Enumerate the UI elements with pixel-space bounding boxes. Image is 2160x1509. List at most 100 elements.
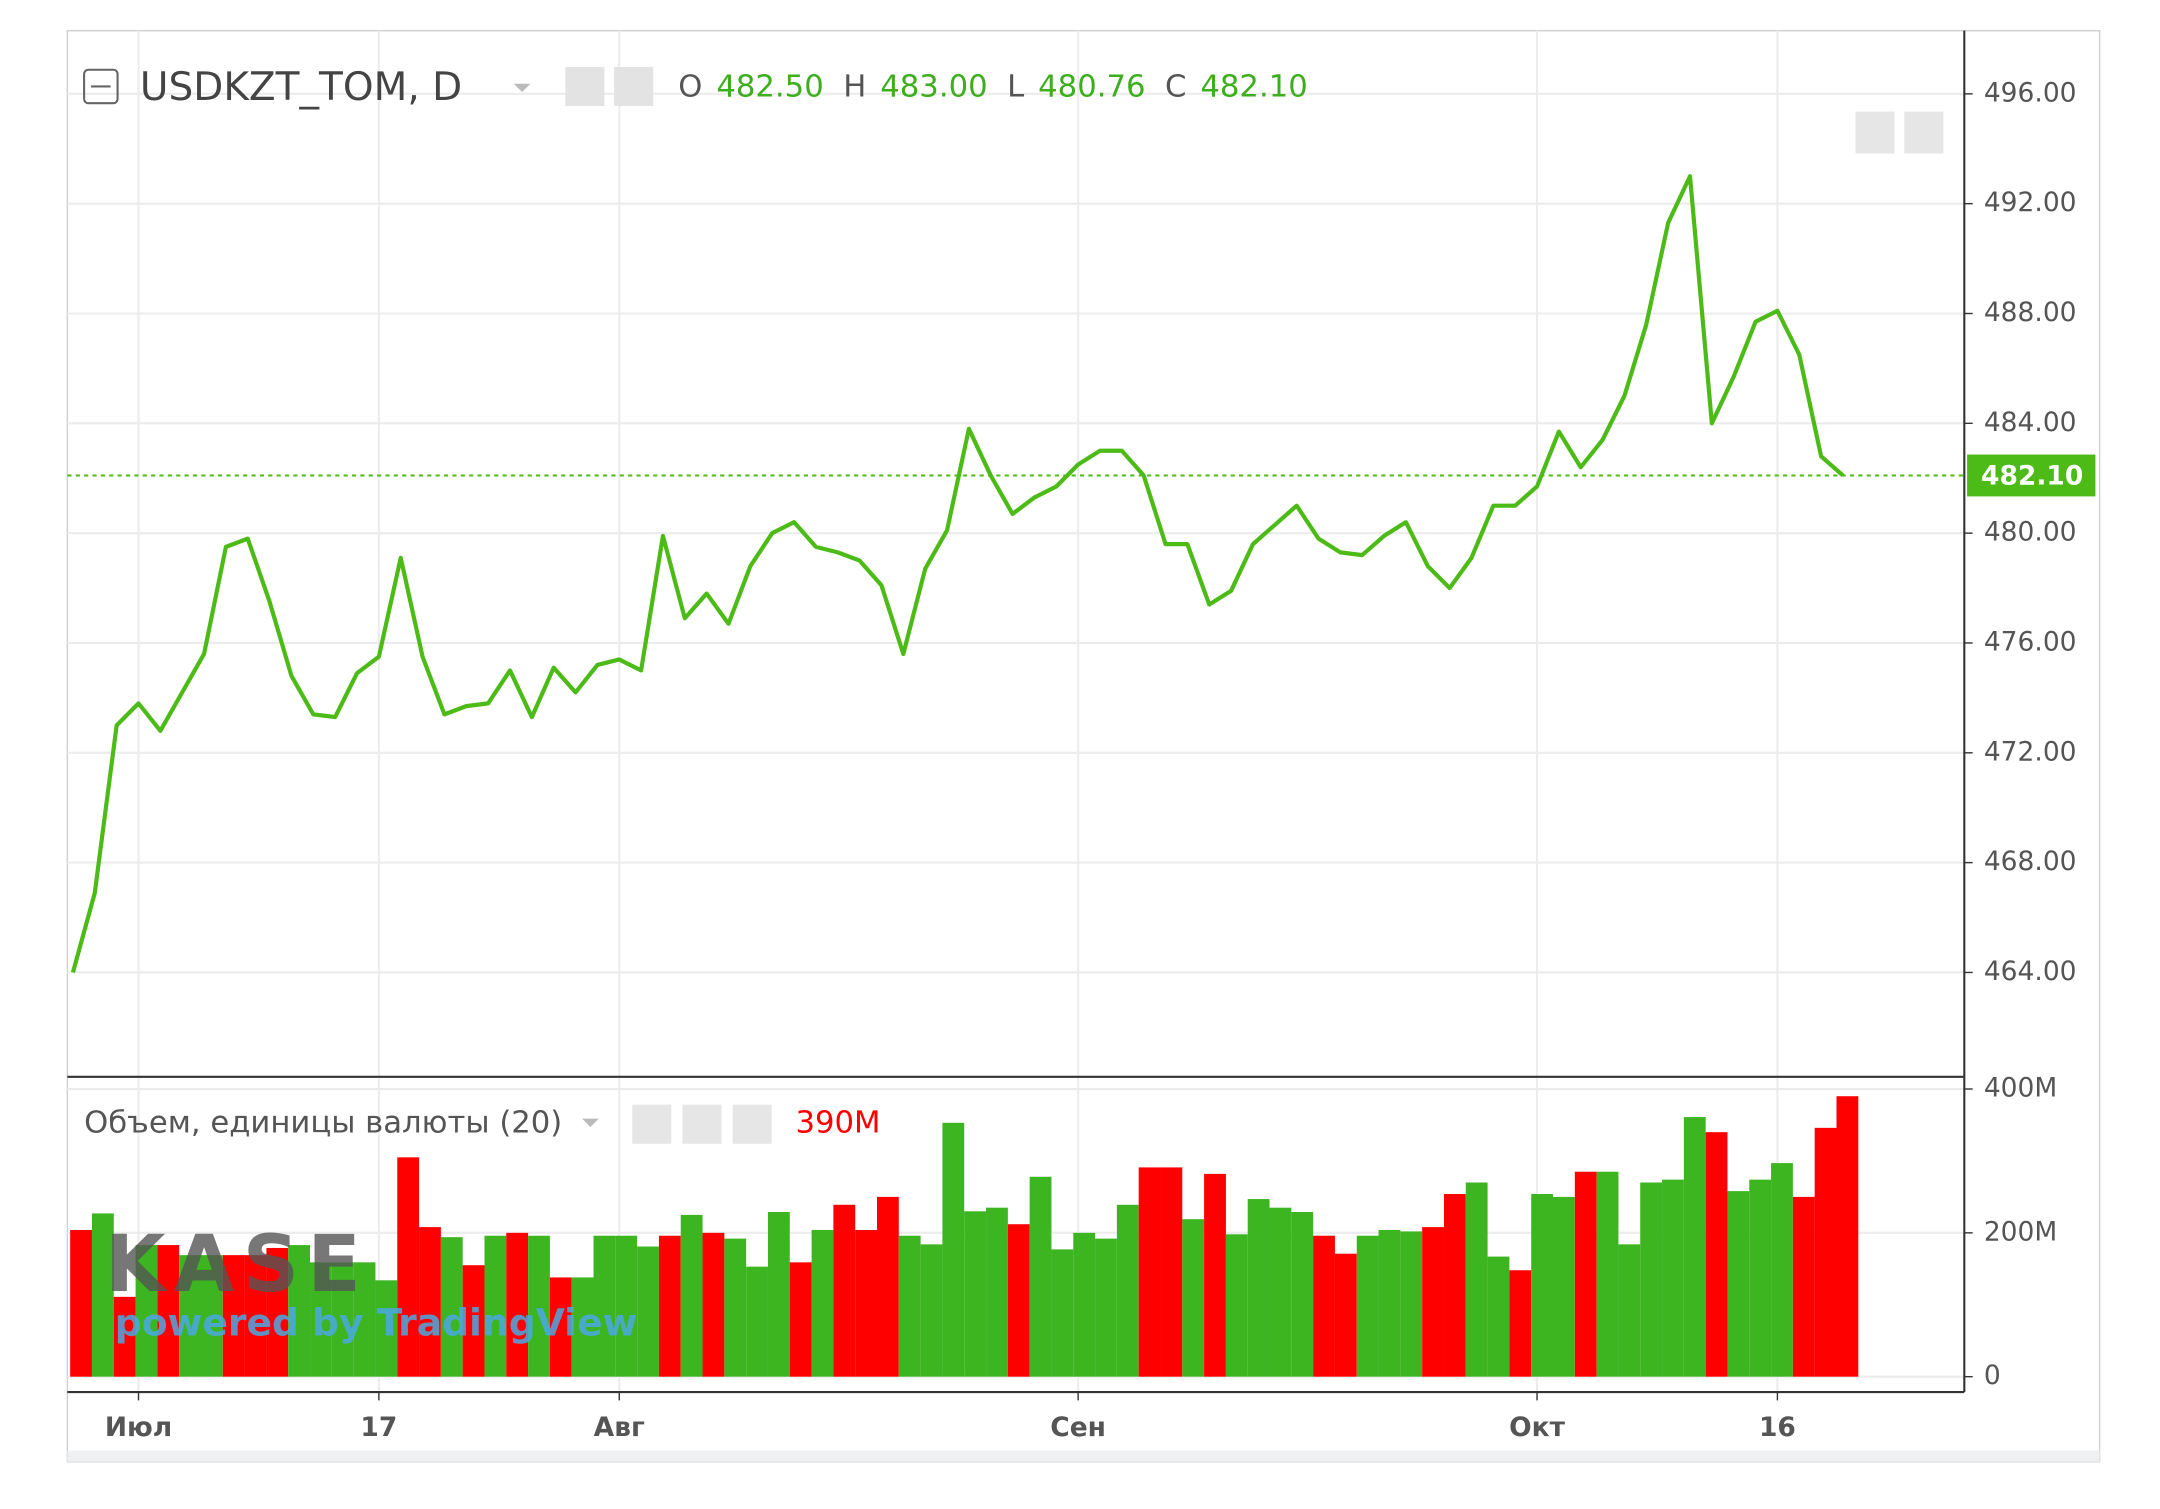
y-tick-label: 200M: [1984, 1216, 2057, 1247]
volume-bar: [266, 1247, 289, 1377]
volume-bar: [1160, 1167, 1183, 1377]
volume-bar: [833, 1204, 856, 1377]
volume-last-value: 390M: [795, 1106, 880, 1141]
volume-bar: [1116, 1204, 1139, 1377]
volume-bar: [920, 1244, 943, 1377]
volume-bar: [1225, 1234, 1248, 1377]
ohlc-value: 482.10: [1200, 69, 1307, 104]
x-tick-label: 16: [1759, 1412, 1796, 1443]
volume-bar: [811, 1229, 834, 1377]
volume-bar: [549, 1277, 572, 1377]
volume-bar: [942, 1122, 965, 1377]
settings-button[interactable]: [682, 1104, 722, 1144]
volume-bar: [767, 1211, 790, 1377]
volume-bar: [1204, 1173, 1226, 1377]
watermark-tagline: powered by TradingView: [115, 1301, 638, 1345]
volume-bar: [1553, 1196, 1575, 1377]
symbol-title: USDKZT_TOM, D: [140, 65, 462, 110]
volume-bar: [1182, 1219, 1205, 1377]
volume-bar: [1095, 1238, 1117, 1377]
volume-bar: [1051, 1249, 1074, 1377]
y-tick-label: 400M: [1984, 1073, 2057, 1104]
ohlc-label: O: [678, 69, 702, 104]
volume-bar: [222, 1255, 245, 1377]
eye-button[interactable]: [565, 66, 605, 107]
volume-bar: [593, 1235, 616, 1377]
collapse-button[interactable]: [83, 68, 119, 105]
volume-bar: [462, 1265, 485, 1377]
volume-bar: [571, 1277, 594, 1377]
volume-bar: [964, 1211, 987, 1377]
last-price-label: 482.10: [1981, 460, 2083, 491]
volume-bar: [789, 1262, 812, 1377]
volume-bar: [244, 1255, 267, 1377]
volume-bar: [179, 1255, 201, 1377]
y-tick-label: 0: [1984, 1360, 2001, 1391]
volume-bar: [1705, 1132, 1728, 1377]
volume-bar: [484, 1235, 507, 1377]
y-tick-label: 484.00: [1984, 407, 2077, 438]
ohlc-label: H: [843, 69, 866, 104]
volume-bar: [1683, 1117, 1706, 1377]
scroll-button[interactable]: [1855, 111, 1895, 154]
volume-bar: [986, 1207, 1008, 1377]
volume-bar: [1400, 1231, 1423, 1377]
volume-bar: [877, 1196, 899, 1377]
ohlc-value: 480.76: [1038, 69, 1145, 104]
volume-bar: [331, 1262, 354, 1377]
volume-bar: [91, 1213, 114, 1377]
bar-layer: [70, 1096, 1859, 1377]
line-layer: [67, 174, 1965, 974]
y-tick-label: 492.00: [1984, 187, 2077, 218]
watermark-brand: KASE: [105, 1220, 369, 1310]
y-tick-label: 496.00: [1984, 77, 2077, 108]
volume-bar: [1138, 1167, 1161, 1377]
volume-bar: [288, 1245, 311, 1377]
volume-title: Объем, единицы валюты (20): [84, 1106, 562, 1141]
volume-bar: [1814, 1127, 1837, 1377]
volume-bar: [310, 1262, 332, 1377]
volume-bar: [702, 1232, 725, 1377]
volume-bar: [1291, 1211, 1314, 1377]
volume-bar: [1487, 1256, 1510, 1377]
volume-bar: [1029, 1176, 1052, 1377]
volume-bar: [375, 1280, 398, 1377]
volume-bar: [615, 1235, 638, 1377]
volume-bar: [200, 1255, 223, 1377]
y-tick-label: 480.00: [1984, 517, 2077, 548]
footer-strip: [67, 1450, 2100, 1462]
remove-button[interactable]: [732, 1104, 772, 1144]
volume-bar: [1334, 1253, 1357, 1377]
volume-bar: [1792, 1196, 1815, 1377]
settings-button[interactable]: [614, 66, 654, 107]
x-tick-label: 17: [360, 1412, 397, 1443]
volume-bar: [1443, 1194, 1466, 1377]
volume-bar: [1640, 1182, 1663, 1377]
x-tick-label: Авг: [594, 1412, 645, 1443]
volume-bar: [135, 1245, 158, 1377]
volume-bar: [397, 1157, 420, 1377]
volume-bar: [1662, 1179, 1684, 1377]
scale-button[interactable]: [1904, 111, 1944, 154]
x-tick-label: Окт: [1509, 1412, 1566, 1443]
ohlc-value: 482.50: [716, 69, 823, 104]
dropdown-arrow[interactable]: [513, 83, 531, 93]
eye-button[interactable]: [632, 1104, 672, 1144]
y-tick-label: 464.00: [1984, 956, 2077, 987]
volume-bar: [1007, 1224, 1030, 1377]
x-tick-label: Июл: [105, 1412, 172, 1443]
volume-bar: [637, 1246, 659, 1377]
ohlc-label: L: [1007, 69, 1024, 104]
dropdown-arrow[interactable]: [582, 1118, 599, 1128]
price-line: [70, 174, 1845, 974]
last-price-badge: [1967, 454, 2096, 497]
y-tick-label: 476.00: [1984, 626, 2077, 657]
volume-bar: [1618, 1244, 1641, 1377]
y-tick-label: 468.00: [1984, 846, 2077, 877]
ohlc-legend: O 482.50 H 483.00 L 480.76 C 482.10: [678, 69, 1307, 104]
y-tick-label: 488.00: [1984, 297, 2077, 328]
volume-bar: [1465, 1182, 1488, 1377]
volume-bar: [680, 1214, 703, 1377]
volume-bar: [1836, 1096, 1859, 1377]
